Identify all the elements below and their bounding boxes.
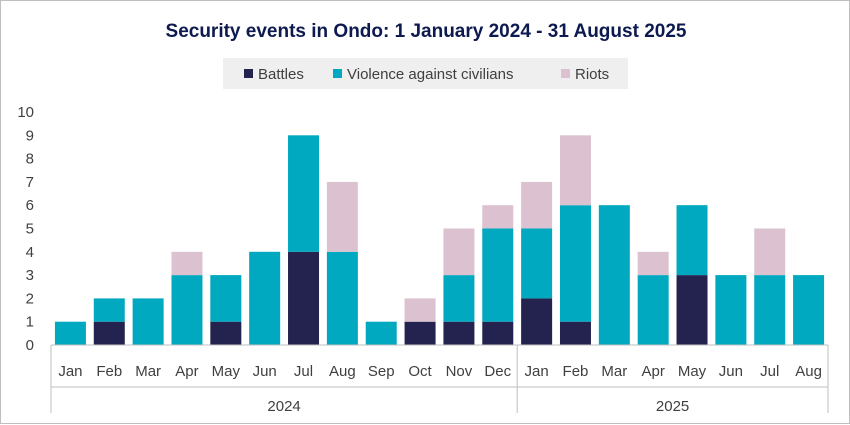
- bar-segment-violence-against-civilians: [676, 205, 708, 276]
- x-tick-label: Mar: [601, 363, 627, 380]
- bar-segment-violence-against-civilians: [443, 275, 475, 322]
- bar-segment-violence-against-civilians: [715, 275, 747, 345]
- x-tick-label: Nov: [446, 363, 473, 380]
- x-tick-label: Feb: [563, 363, 589, 380]
- bar-segment-violence-against-civilians: [754, 275, 786, 345]
- x-tick-label: Jul: [294, 363, 313, 380]
- bar-segment-violence-against-civilians: [521, 228, 553, 299]
- y-tick-label: 0: [26, 337, 34, 354]
- y-tick-label: 8: [26, 151, 34, 168]
- chart-title: Security events in Ondo: 1 January 2024 …: [166, 21, 687, 42]
- group-label: 2025: [656, 398, 689, 415]
- x-tick-label: Jan: [58, 363, 82, 380]
- bar-segment-violence-against-civilians: [132, 298, 164, 345]
- bar-segment-riots: [521, 181, 553, 229]
- x-tick-label: Oct: [408, 363, 432, 380]
- bar-segment-riots: [559, 135, 591, 206]
- bar-segment-battles: [404, 321, 436, 345]
- bar-segment-battles: [288, 251, 320, 345]
- x-tick-label: Jan: [525, 363, 549, 380]
- bar-segment-battles: [676, 275, 708, 345]
- bar-segment-violence-against-civilians: [210, 275, 242, 322]
- y-tick-label: 6: [26, 197, 34, 214]
- y-tick-label: 9: [26, 127, 34, 144]
- x-tick-label: Jun: [719, 363, 743, 380]
- y-tick-label: 2: [26, 290, 34, 307]
- bar-segment-riots: [637, 251, 669, 276]
- bar-segment-riots: [482, 205, 514, 229]
- bar-segment-violence-against-civilians: [249, 251, 281, 345]
- bar-segment-battles: [482, 321, 514, 345]
- bar-segment-battles: [559, 321, 591, 345]
- bar-segment-violence-against-civilians: [793, 275, 825, 345]
- x-tick-label: Mar: [135, 363, 161, 380]
- y-tick-label: 1: [26, 314, 34, 331]
- bars: [54, 135, 825, 345]
- bar-segment-violence-against-civilians: [482, 228, 514, 322]
- bar-segment-battles: [521, 298, 553, 345]
- group-label: 2024: [267, 398, 300, 415]
- legend-label: Riots: [575, 66, 609, 83]
- x-tick-label: Apr: [642, 363, 665, 380]
- bar-segment-riots: [404, 298, 436, 322]
- bar-segment-violence-against-civilians: [326, 251, 358, 345]
- x-tick-label: Aug: [795, 363, 822, 380]
- x-tick-label: Jun: [253, 363, 277, 380]
- bar-segment-violence-against-civilians: [54, 321, 86, 345]
- bar-segment-violence-against-civilians: [365, 321, 397, 345]
- x-tick-label: Jul: [760, 363, 779, 380]
- bar-segment-violence-against-civilians: [598, 205, 630, 345]
- legend-swatch: [333, 69, 342, 78]
- y-tick-label: 10: [17, 104, 34, 121]
- x-axis: Jan Feb Mar Apr May Jun Jul Aug Sep Oct Nov Dec Jan F…: [50, 344, 829, 415]
- y-tick-label: 3: [26, 267, 34, 284]
- bar-segment-violence-against-civilians: [559, 205, 591, 322]
- legend-box: [223, 58, 628, 89]
- bar-segment-violence-against-civilians: [637, 275, 669, 345]
- legend-label: Violence against civilians: [347, 66, 514, 83]
- legend-swatch: [244, 69, 253, 78]
- y-tick-label: 4: [26, 244, 34, 261]
- bar-segment-violence-against-civilians: [288, 135, 320, 252]
- x-tick-label: May: [678, 363, 707, 380]
- bar-segment-riots: [326, 181, 358, 252]
- bar-segment-riots: [171, 251, 203, 276]
- x-tick-label: Feb: [96, 363, 122, 380]
- x-tick-label: May: [212, 363, 241, 380]
- legend: Battles Violence against civilians Riots: [244, 66, 609, 83]
- legend-label: Battles: [258, 66, 304, 83]
- bar-segment-battles: [443, 321, 475, 345]
- bar-segment-violence-against-civilians: [171, 275, 203, 345]
- x-tick-label: Dec: [484, 363, 511, 380]
- y-tick-label: 7: [26, 174, 34, 191]
- y-axis: 0 1 2 3 4 5 6 7 8 9 10: [17, 104, 34, 354]
- x-tick-label: Aug: [329, 363, 356, 380]
- bar-segment-riots: [443, 228, 475, 276]
- y-tick-label: 5: [26, 221, 34, 238]
- bar-segment-riots: [754, 228, 786, 276]
- bar-segment-battles: [210, 321, 242, 345]
- x-tick-label: Apr: [175, 363, 198, 380]
- bar-segment-battles: [93, 321, 125, 345]
- legend-swatch: [561, 69, 570, 78]
- x-tick-label: Sep: [368, 363, 395, 380]
- bar-segment-violence-against-civilians: [93, 298, 125, 322]
